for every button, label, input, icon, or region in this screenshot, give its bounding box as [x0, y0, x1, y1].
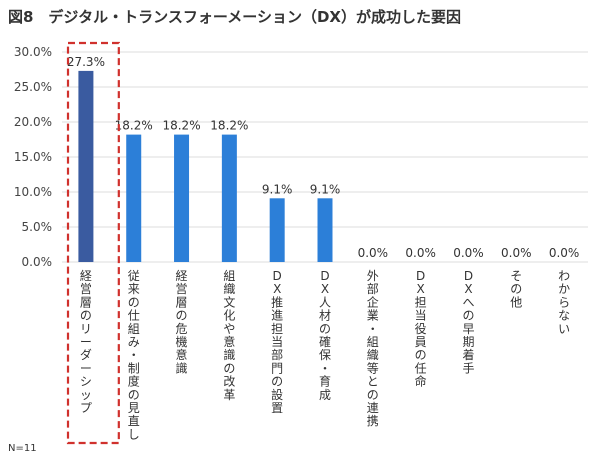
bar	[317, 198, 333, 262]
category-label: D X への早期着手	[462, 269, 474, 375]
data-label: 0.0%	[405, 246, 436, 260]
data-label: 9.1%	[262, 182, 293, 196]
category-label: D X 担当役員の任命	[415, 269, 427, 389]
highlight-dashed-box	[66, 41, 120, 445]
data-label: 0.0%	[358, 246, 389, 260]
data-label: 0.0%	[549, 246, 580, 260]
figure-title: 図8 デジタル・トランスフォーメーション（DX）が成功した要因	[8, 8, 461, 26]
y-tick-label: 20.0%	[14, 115, 52, 129]
y-tick-label: 5.0%	[22, 220, 53, 234]
category-label: 外部企業・組織等との連携	[367, 269, 379, 428]
y-tick-label: 25.0%	[14, 80, 52, 94]
category-label: 経営層の危機意識	[176, 269, 188, 375]
data-label: 18.2%	[162, 119, 200, 133]
data-label: 0.0%	[501, 246, 532, 260]
bar	[269, 198, 285, 262]
y-tick-label: 10.0%	[14, 185, 52, 199]
bar	[221, 134, 237, 262]
category-label: 経営層のリーダーシップ	[80, 269, 92, 415]
category-label: D X 人材の確保・育成	[319, 269, 331, 402]
category-label: 組織文化や意識の改革	[223, 269, 235, 402]
y-tick-label: 15.0%	[14, 150, 52, 164]
bar	[126, 134, 142, 262]
bar	[174, 134, 190, 262]
data-label: 9.1%	[310, 182, 341, 196]
bar	[78, 70, 94, 263]
sample-size-note: N=11	[8, 443, 37, 454]
data-label: 18.2%	[115, 119, 153, 133]
category-label: その他	[510, 269, 522, 309]
category-label: D X 推進担当部門の設置	[271, 269, 283, 415]
y-tick-label: 0.0%	[22, 255, 53, 269]
data-label: 27.3%	[67, 55, 105, 69]
category-label: わからない	[558, 269, 570, 336]
y-tick-label: 30.0%	[14, 45, 52, 59]
category-label: 従来の仕組み・制度の見直し	[128, 269, 140, 441]
data-label: 18.2%	[210, 119, 248, 133]
data-label: 0.0%	[453, 246, 484, 260]
